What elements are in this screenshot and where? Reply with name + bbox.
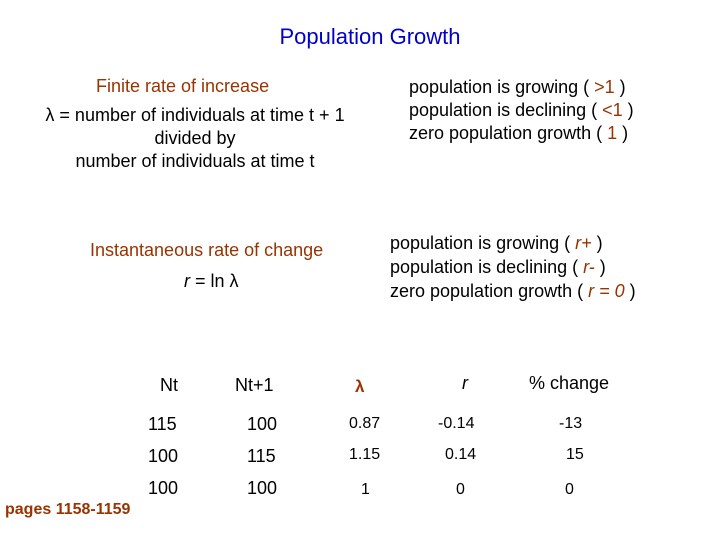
definition-line: λ = number of individuals at time t + 1 [45,105,345,125]
condition-value: <1 [602,100,623,120]
header-lambda: λ [355,377,365,396]
condition-text: population is growing ( [409,77,595,97]
instantaneous-rate-heading: Instantaneous rate of change [90,240,324,260]
cell-nt: 115 [148,414,177,434]
header-percent-change: % change [529,373,610,393]
definition-line: divided by [154,128,236,148]
cell-nt: 100 [148,446,179,466]
cell-nt-plus-1: 100 [247,478,278,498]
header-nt: Nt [160,375,178,395]
header-r: r [462,373,468,393]
header-nt-plus-1: Nt+1 [235,375,274,395]
cell-lambda: 1 [361,481,370,498]
condition-text: zero population growth ( [409,123,608,143]
condition-value: r = 0 [588,281,625,301]
condition-text: population is growing ( [390,233,576,253]
condition-close: ) [614,77,626,97]
finite-conditions-list: population is growing ( >1 ) population … [409,76,634,145]
instantaneous-conditions-list: population is growing ( r+ ) population … [390,231,636,303]
r-formula-rest: = ln λ [190,271,239,291]
condition-close: ) [594,257,606,277]
condition-value: >1 [594,77,615,97]
condition-value: 1 [607,123,618,143]
condition-text: population is declining ( [409,100,603,120]
cell-nt: 100 [148,478,179,498]
cell-lambda: 0.87 [349,415,381,432]
cell-lambda: 1.15 [349,446,381,463]
condition-value: r+ [575,233,592,253]
finite-rate-definition: λ = number of individuals at time t + 1 … [30,104,360,173]
definition-line: number of individuals at time t [75,151,315,171]
slide-title: Population Growth [279,24,461,49]
finite-rate-heading: Finite rate of increase [96,76,270,96]
cell-r: 0 [456,481,465,498]
condition-text: population is declining ( [390,257,584,277]
page-reference: pages 1158-1159 [5,501,131,518]
condition-item: zero population growth ( r = 0 ) [390,279,636,303]
condition-close: ) [624,281,636,301]
cell-percent-change: -13 [559,415,583,432]
cell-nt-plus-1: 115 [247,446,276,466]
condition-item: population is growing ( >1 ) [409,76,634,99]
cell-r: 0.14 [445,446,477,463]
condition-close: ) [617,123,629,143]
cell-percent-change: 15 [566,446,584,463]
condition-close: ) [622,100,634,120]
condition-item: zero population growth ( 1 ) [409,122,634,145]
condition-item: population is declining ( r- ) [390,255,636,279]
condition-close: ) [591,233,603,253]
r-variable: r [184,271,190,291]
condition-item: population is declining ( <1 ) [409,99,634,122]
condition-item: population is growing ( r+ ) [390,231,636,255]
cell-r: -0.14 [438,415,475,432]
condition-text: zero population growth ( [390,281,589,301]
condition-value: r- [583,257,595,277]
r-formula: r = ln λ [184,271,239,292]
cell-percent-change: 0 [565,481,574,498]
cell-nt-plus-1: 100 [247,414,278,434]
